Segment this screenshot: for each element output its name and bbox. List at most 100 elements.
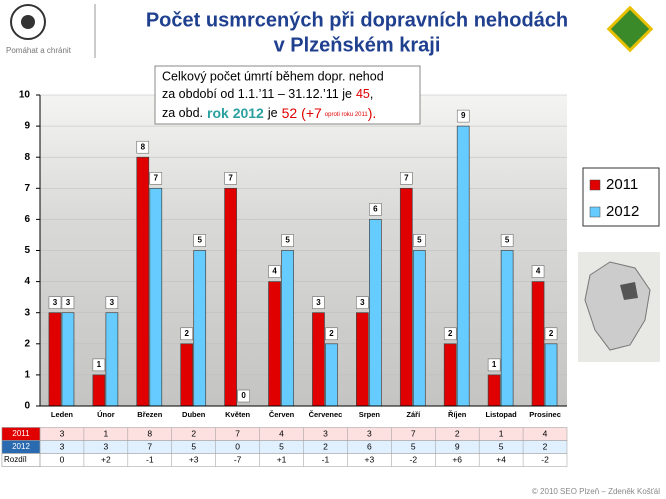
y-tick-label: 0	[24, 401, 30, 412]
y-tick-label: 1	[24, 370, 30, 381]
table-header: 2011	[12, 429, 30, 438]
y-tick-label: 5	[24, 245, 30, 256]
value-label: 1	[492, 360, 497, 369]
value-label: 5	[505, 236, 510, 245]
value-label-box	[531, 265, 545, 278]
table-cell: 4	[543, 428, 548, 438]
value-label-box	[312, 296, 325, 309]
value-label-box	[443, 327, 457, 341]
y-tick-label: 7	[24, 183, 30, 194]
value-label-box	[193, 234, 206, 247]
map-region	[620, 282, 638, 300]
x-tick-label: Říjen	[448, 410, 467, 419]
table-cell: +3	[189, 454, 199, 464]
bar	[369, 219, 382, 407]
x-tick-label: Duben	[182, 410, 206, 419]
table-cell: 7	[147, 441, 152, 451]
table-cell: 5	[191, 441, 196, 451]
bar	[48, 312, 62, 407]
table-cell: 2	[543, 441, 548, 451]
value-label-box	[500, 234, 514, 247]
annotation-text: za obd.	[162, 106, 203, 120]
x-tick-label: Listopad	[486, 410, 518, 419]
table-cell: 0	[235, 441, 240, 451]
bar	[356, 312, 369, 407]
value-label: 5	[417, 236, 422, 245]
bar	[443, 343, 457, 407]
value-label: 3	[360, 298, 365, 307]
value-label-box	[544, 327, 558, 341]
title: v Plzeňském kraji	[274, 34, 441, 56]
value-label: 5	[197, 236, 202, 245]
table-cell: +3	[365, 454, 375, 464]
x-tick-label: Leden	[51, 410, 74, 419]
table-cell: +2	[101, 454, 111, 464]
title: Počet usmrcených při dopravních nehodách	[146, 9, 568, 31]
x-tick-label: Srpen	[359, 410, 381, 419]
bar	[61, 312, 75, 407]
x-tick-label: Červenec	[309, 410, 343, 419]
bar	[268, 281, 281, 407]
table-cell: +6	[452, 454, 462, 464]
x-tick-label: Červen	[269, 410, 295, 419]
annotation-text: ).	[368, 105, 377, 121]
table-cell: 1	[499, 428, 504, 438]
annotation-text: ,	[370, 87, 373, 101]
table-cell: 0	[60, 454, 65, 464]
annotation-note: oproti roku 2011	[325, 112, 369, 118]
bar	[399, 187, 413, 407]
value-label: 7	[404, 173, 409, 182]
table-cell: 2	[191, 428, 196, 438]
y-tick-label: 8	[24, 152, 30, 163]
value-label-box	[400, 172, 413, 185]
x-tick-label: Březen	[137, 410, 162, 419]
annotation-number: 52	[282, 105, 298, 121]
value-label: 2	[329, 329, 334, 338]
table-cell: 1	[104, 428, 109, 438]
bar	[224, 187, 237, 407]
table-cell: 3	[60, 441, 65, 451]
y-tick-label: 9	[24, 121, 30, 132]
table-cell: -1	[146, 454, 154, 464]
bar	[531, 281, 545, 407]
value-label: 8	[141, 142, 146, 151]
table-header: 2012	[12, 442, 30, 451]
table-cell: 7	[235, 428, 240, 438]
value-label: 0	[241, 391, 246, 400]
value-label: 4	[272, 267, 277, 276]
value-label-box	[456, 109, 470, 123]
value-label-box	[487, 358, 501, 372]
bar	[193, 250, 207, 407]
annotation-number: 45	[356, 87, 370, 101]
value-label-box	[224, 172, 237, 185]
value-label-box	[92, 358, 106, 372]
value-label-box	[105, 296, 119, 309]
table-cell: 8	[147, 428, 152, 438]
value-label: 2	[184, 329, 189, 338]
value-label: 6	[373, 205, 378, 214]
table-cell: 3	[60, 428, 65, 438]
value-label: 9	[461, 111, 466, 120]
value-label: 3	[110, 298, 115, 307]
annotation: za období od 1.1.’11 – 31.12.’11 je 45,	[162, 87, 373, 101]
table-cell: 5	[279, 441, 284, 451]
bar	[149, 187, 163, 407]
table-cell: 5	[411, 441, 416, 451]
table-cell: 4	[279, 428, 284, 438]
annotation-text: je	[267, 106, 278, 120]
table-cell: 3	[104, 441, 109, 451]
table-cell: -7	[234, 454, 242, 464]
legend-label: 2011	[606, 176, 638, 193]
bar	[500, 250, 514, 407]
table-cell: 6	[367, 441, 372, 451]
table-cell: 9	[455, 441, 460, 451]
x-tick-label: Září	[406, 410, 421, 419]
table-cell: 5	[499, 441, 504, 451]
x-tick-label: Květen	[225, 410, 250, 419]
bar	[487, 374, 501, 407]
value-label: 5	[285, 236, 290, 245]
value-label-box	[268, 265, 281, 278]
bar	[325, 343, 338, 407]
value-label-box	[356, 296, 369, 309]
value-label: 3	[53, 298, 58, 307]
